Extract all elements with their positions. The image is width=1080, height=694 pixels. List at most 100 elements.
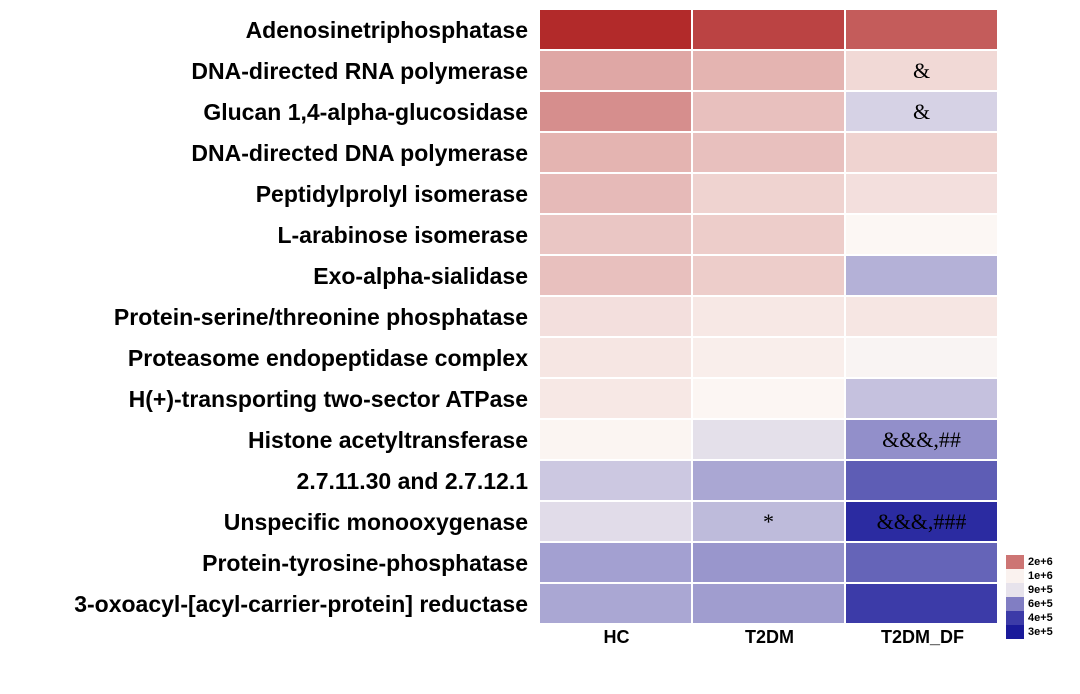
heatmap-cell xyxy=(540,379,693,420)
heatmap-row xyxy=(540,10,999,51)
legend-label: 6e+5 xyxy=(1024,598,1053,610)
heatmap-cell xyxy=(846,338,999,379)
row-label: DNA-directed DNA polymerase xyxy=(0,133,540,174)
heatmap-cell xyxy=(846,379,999,420)
column-labels: HCT2DMT2DM_DF xyxy=(540,627,999,648)
figure: AdenosinetriphosphataseDNA-directed RNA … xyxy=(0,0,1080,694)
row-labels: AdenosinetriphosphataseDNA-directed RNA … xyxy=(0,10,540,625)
heatmap-cell xyxy=(846,133,999,174)
legend-label: 2e+6 xyxy=(1024,556,1053,568)
legend-label: 4e+5 xyxy=(1024,612,1053,624)
heatmap-cell xyxy=(693,256,846,297)
heatmap-cell: & xyxy=(846,92,999,133)
column-label: T2DM_DF xyxy=(846,627,999,648)
heatmap-row: &&&,## xyxy=(540,420,999,461)
heatmap-cell xyxy=(540,92,693,133)
heatmap-cell xyxy=(693,174,846,215)
heatmap-cell xyxy=(540,174,693,215)
row-label: Unspecific monooxygenase xyxy=(0,502,540,543)
heatmap-cell xyxy=(846,215,999,256)
heatmap-row xyxy=(540,379,999,420)
heatmap-cell xyxy=(540,215,693,256)
row-label: Histone acetyltransferase xyxy=(0,420,540,461)
legend-swatch xyxy=(1006,625,1024,639)
legend-label: 3e+5 xyxy=(1024,626,1053,638)
row-label: H(+)-transporting two-sector ATPase xyxy=(0,379,540,420)
heatmap-cell xyxy=(693,215,846,256)
heatmap-cell xyxy=(846,174,999,215)
heatmap-row xyxy=(540,297,999,338)
heatmap-cell xyxy=(540,502,693,543)
row-label: Proteasome endopeptidase complex xyxy=(0,338,540,379)
cell-annotation: & xyxy=(846,99,997,125)
legend-row: 4e+5 xyxy=(1006,611,1074,625)
heatmap-cell xyxy=(693,543,846,584)
heatmap-cell xyxy=(693,10,846,51)
row-label: Protein-serine/threonine phosphatase xyxy=(0,297,540,338)
legend-swatch xyxy=(1006,555,1024,569)
heatmap-cell xyxy=(846,543,999,584)
heatmap-cell xyxy=(693,420,846,461)
heatmap-cell xyxy=(693,297,846,338)
legend-row: 1e+6 xyxy=(1006,569,1074,583)
heatmap-row: & xyxy=(540,92,999,133)
heatmap-cell xyxy=(540,133,693,174)
legend-label: 1e+6 xyxy=(1024,570,1053,582)
heatmap-area: AdenosinetriphosphataseDNA-directed RNA … xyxy=(0,10,999,625)
legend-row: 2e+6 xyxy=(1006,555,1074,569)
row-label: Glucan 1,4-alpha-glucosidase xyxy=(0,92,540,133)
row-label: 2.7.11.30 and 2.7.12.1 xyxy=(0,461,540,502)
heatmap-cell xyxy=(693,338,846,379)
cell-annotation: & xyxy=(846,58,997,84)
heatmap-cell xyxy=(540,297,693,338)
heatmap-cell xyxy=(693,133,846,174)
row-label: DNA-directed RNA polymerase xyxy=(0,51,540,92)
heatmap-row xyxy=(540,256,999,297)
legend-row: 3e+5 xyxy=(1006,625,1074,639)
heatmap-cell: &&&,### xyxy=(846,502,999,543)
heatmap-grid: & & &&&,## *&&&,### xyxy=(540,10,999,625)
legend-swatch xyxy=(1006,583,1024,597)
heatmap-cell xyxy=(540,420,693,461)
cell-annotation: &&&,## xyxy=(846,427,997,453)
heatmap-row: & xyxy=(540,51,999,92)
heatmap-row xyxy=(540,461,999,502)
heatmap-cell xyxy=(846,461,999,502)
legend-row: 6e+5 xyxy=(1006,597,1074,611)
legend-row: 9e+5 xyxy=(1006,583,1074,597)
heatmap-cell xyxy=(540,543,693,584)
heatmap-cell xyxy=(693,51,846,92)
heatmap-cell xyxy=(693,584,846,625)
column-label: HC xyxy=(540,627,693,648)
heatmap-row xyxy=(540,133,999,174)
legend-swatch xyxy=(1006,569,1024,583)
legend-swatch xyxy=(1006,611,1024,625)
heatmap-cell xyxy=(846,256,999,297)
heatmap-row xyxy=(540,174,999,215)
cell-annotation: &&&,### xyxy=(846,509,997,535)
heatmap-cell xyxy=(693,461,846,502)
heatmap-cell xyxy=(540,584,693,625)
row-label: Exo-alpha-sialidase xyxy=(0,256,540,297)
heatmap-cell: & xyxy=(846,51,999,92)
legend-label: 9e+5 xyxy=(1024,584,1053,596)
heatmap-cell xyxy=(693,92,846,133)
heatmap-row: *&&&,### xyxy=(540,502,999,543)
column-label: T2DM xyxy=(693,627,846,648)
heatmap-cell xyxy=(540,51,693,92)
heatmap-cell: * xyxy=(693,502,846,543)
heatmap-cell xyxy=(540,256,693,297)
cell-annotation: * xyxy=(693,509,844,535)
heatmap-cell xyxy=(846,584,999,625)
heatmap-cell xyxy=(846,297,999,338)
heatmap-row xyxy=(540,215,999,256)
row-label: L-arabinose isomerase xyxy=(0,215,540,256)
heatmap-cell xyxy=(846,10,999,51)
color-legend: 2e+6 1e+6 9e+5 6e+5 4e+5 3e+5 xyxy=(1006,555,1074,639)
heatmap-row xyxy=(540,543,999,584)
heatmap-cell xyxy=(540,10,693,51)
heatmap-cell: &&&,## xyxy=(846,420,999,461)
row-label: Peptidylprolyl isomerase xyxy=(0,174,540,215)
row-label: 3-oxoacyl-[acyl-carrier-protein] reducta… xyxy=(0,584,540,625)
heatmap-row xyxy=(540,338,999,379)
